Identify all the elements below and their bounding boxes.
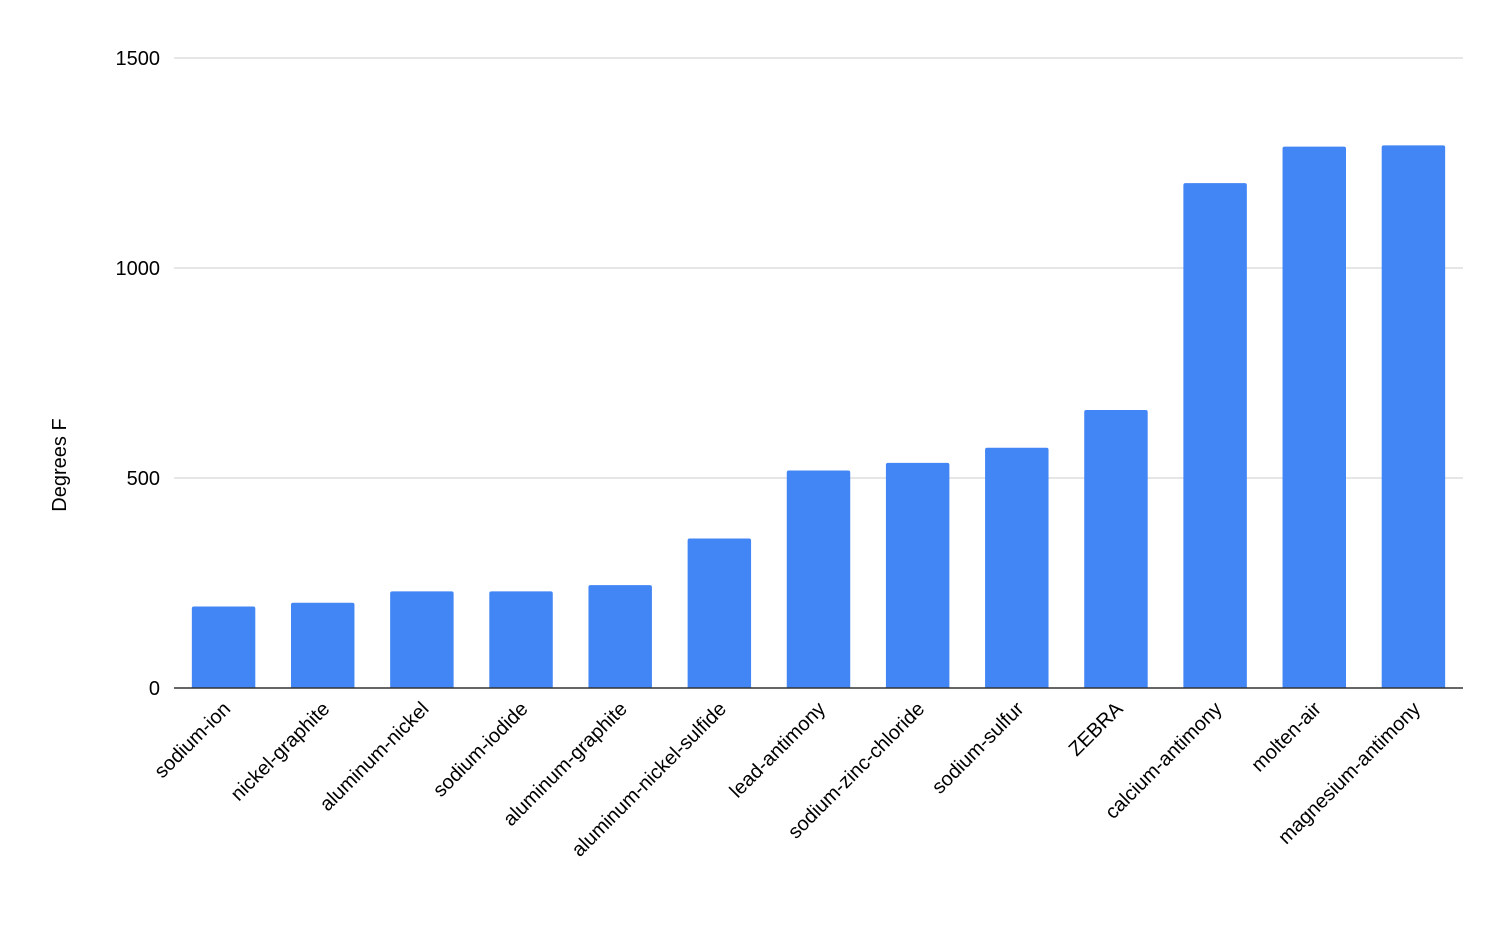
gridlines [174,57,1463,479]
y-axis-tick-labels: 0 500 1000 1500 [116,48,161,700]
x-tick-label: nickel-graphite [227,698,335,806]
bars [191,145,1446,689]
x-tick-label: aluminum-nickel [316,698,434,816]
bar-sodium-sulfur [985,447,1049,688]
y-axis-title: Degrees F [49,418,71,511]
bar-nickel-graphite [291,602,355,688]
bar-molten-air [1282,146,1346,688]
x-tick-label: molten-air [1247,698,1326,777]
bar-sodium-zinc-chloride [885,462,950,688]
y-tick-label: 500 [127,468,160,490]
x-tick-label: ZEBRA [1065,698,1128,761]
bar-sodium-iodide [489,591,553,688]
bar-sodium-ion [191,606,256,688]
x-tick-label: lead-antimony [726,698,830,802]
bar-aluminum-nickel-sulfide [687,538,752,688]
y-tick-label: 1000 [116,258,161,280]
x-tick-label: sodium-iodide [429,698,533,802]
bar-magnesium-antimony [1381,145,1446,689]
y-tick-label: 0 [149,678,160,700]
bar-calcium-antimony [1183,183,1247,688]
x-axis-tick-labels: sodium-ionnickel-graphitealuminum-nickel… [150,698,1425,862]
x-tick-label: sodium-ion [150,698,235,783]
bar-aluminum-graphite [588,585,652,688]
y-tick-label: 1500 [116,48,161,70]
x-tick-label: sodium-sulfur [928,698,1029,799]
bar-aluminum-nickel [390,591,454,688]
bar-zebra [1084,409,1148,688]
bar-lead-antimony [786,470,851,688]
